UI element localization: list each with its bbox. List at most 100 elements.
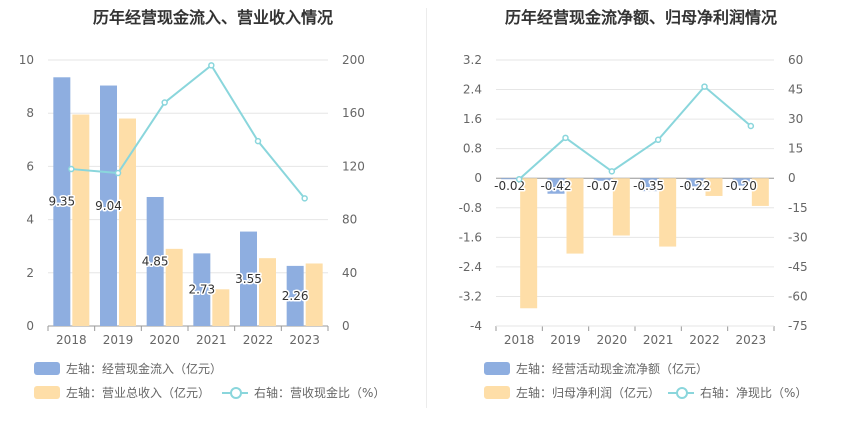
legend-label: 右轴：净现比（%） xyxy=(700,386,808,400)
bar-yellow xyxy=(520,178,538,309)
y-left-tick-label: 0 xyxy=(26,319,34,333)
y-left-tick-label: -0.8 xyxy=(459,201,482,215)
ratio-point xyxy=(747,122,755,130)
y-left-tick-label: -1.6 xyxy=(459,230,482,244)
ratio-line xyxy=(518,85,752,180)
y-left-tick-label: 2.4 xyxy=(463,83,482,97)
y-right-tick-label: -45 xyxy=(788,260,808,274)
x-tick-label: 2020 xyxy=(149,333,180,347)
bar-yellow xyxy=(72,114,90,326)
chart-1-legend-ratio[interactable]: 右轴：营收现金比（%） xyxy=(222,384,385,401)
legend-swatch-blue xyxy=(34,362,60,375)
bar-blue xyxy=(53,77,71,326)
bar-data-label: 9.04 xyxy=(95,199,122,213)
bar-blue xyxy=(547,178,565,194)
chart-1-title: 历年经营现金流入、营业收入情况 xyxy=(92,8,333,27)
x-tick-label: 2023 xyxy=(736,333,767,347)
y-right-tick-label: 200 xyxy=(342,53,365,67)
chart-1-legend-revenue[interactable]: 左轴：营业总收入（亿元） xyxy=(34,384,210,401)
bar-blue xyxy=(732,178,750,186)
bar-data-label: 2.26 xyxy=(282,289,309,303)
y-left-tick-label: 3.2 xyxy=(463,53,482,67)
bar-data-label: -0.42 xyxy=(540,179,571,193)
bar-yellow xyxy=(705,178,723,196)
bar-yellow xyxy=(566,178,584,254)
bar-data-label: -0.35 xyxy=(633,179,664,193)
bar-blue xyxy=(686,178,704,187)
bar-blue xyxy=(193,253,211,326)
legend-swatch-line xyxy=(222,386,248,399)
bar-yellow xyxy=(612,178,630,236)
bar-data-label: 9.35 xyxy=(48,195,75,209)
chart-1-legend-cash-inflow[interactable]: 左轴：经营现金流入（亿元） xyxy=(34,360,222,377)
y-left-tick-label: 10 xyxy=(19,53,34,67)
legend-swatch-line xyxy=(668,386,694,399)
bar-data-label: -0.07 xyxy=(587,179,618,193)
y-right-tick-label: -60 xyxy=(788,289,808,303)
ratio-point xyxy=(114,169,122,177)
ratio-point xyxy=(161,99,168,106)
bar-blue xyxy=(640,178,658,192)
bar-yellow xyxy=(119,118,136,327)
bar-blue xyxy=(501,178,519,180)
bar-yellow xyxy=(212,289,230,326)
panel-divider xyxy=(426,8,427,408)
ratio-point xyxy=(608,168,616,175)
y-right-tick-label: 120 xyxy=(342,159,365,173)
chart-2-legend-net-profit[interactable]: 左轴：归母净利润（亿元） xyxy=(484,384,660,401)
x-tick-label: 2019 xyxy=(103,333,134,347)
x-tick-label: 2022 xyxy=(243,333,274,347)
y-left-tick-label: 2 xyxy=(26,266,34,280)
y-right-tick-label: 45 xyxy=(788,83,803,97)
legend-swatch-blue xyxy=(484,362,510,375)
y-right-tick-label: 40 xyxy=(342,266,357,280)
bar-yellow xyxy=(165,248,183,326)
y-right-tick-label: 30 xyxy=(788,112,803,126)
ratio-point xyxy=(654,136,662,144)
ratio-point xyxy=(68,165,75,173)
chart-2-title: 历年经营现金流净额、归母净利润情况 xyxy=(504,8,777,27)
y-right-tick-label: 15 xyxy=(788,142,803,156)
bar-blue xyxy=(593,178,611,181)
y-right-tick-label: -30 xyxy=(788,230,808,244)
ratio-point xyxy=(301,195,308,202)
x-tick-label: 2020 xyxy=(597,333,628,347)
bar-blue xyxy=(240,231,257,326)
bar-data-label: -0.22 xyxy=(679,179,710,193)
ratio-point xyxy=(562,134,569,142)
y-left-tick-label: 0 xyxy=(474,171,482,185)
bar-yellow xyxy=(751,178,769,206)
x-tick-label: 2018 xyxy=(56,333,87,347)
y-left-tick-label: -3.2 xyxy=(459,289,482,303)
x-tick-label: 2021 xyxy=(643,333,674,347)
y-left-tick-label: 0.8 xyxy=(463,142,482,156)
ratio-point xyxy=(208,62,215,69)
ratio-point xyxy=(515,175,523,183)
legend-label: 左轴：营业总收入（亿元） xyxy=(66,386,211,400)
x-tick-label: 2022 xyxy=(689,333,720,347)
chart-2-legend-net-cash[interactable]: 左轴：经营活动现金流净额（亿元） xyxy=(484,360,708,377)
bar-blue xyxy=(100,85,117,326)
x-tick-label: 2018 xyxy=(504,333,535,347)
x-tick-label: 2021 xyxy=(196,333,227,347)
bar-blue xyxy=(286,265,304,326)
chart-2-legend-ratio[interactable]: 右轴：净现比（%） xyxy=(668,384,807,401)
y-left-tick-label: 6 xyxy=(26,159,34,173)
ratio-point xyxy=(701,83,708,90)
bar-data-label: -0.20 xyxy=(726,179,757,193)
chart-2-plot: -4 -3.2 -2.4 -1.6 -0.8 0 0.8 1.6 2.4 3.2 -75 -60 -45… xyxy=(459,53,808,347)
x-tick-label: 2019 xyxy=(550,333,581,347)
y-left-tick-label: 4 xyxy=(26,213,34,227)
y-left-tick-label: -2.4 xyxy=(459,260,482,274)
bar-blue xyxy=(146,196,164,326)
bar-data-label: 2.73 xyxy=(188,283,215,297)
y-left-tick-label: 8 xyxy=(26,106,34,120)
y-right-tick-label: 0 xyxy=(788,171,796,185)
legend-label: 左轴：经营活动现金流净额（亿元） xyxy=(516,362,709,376)
chart-1-plot: 0 2 4 6 8 10 0 40 80 120 160 200 2018 2019 2020 2021 202… xyxy=(19,53,365,347)
y-right-tick-label: 0 xyxy=(342,319,350,333)
bar-data-label: 4.85 xyxy=(142,254,169,268)
legend-swatch-yellow xyxy=(484,386,510,399)
y-right-tick-label: 80 xyxy=(342,213,357,227)
